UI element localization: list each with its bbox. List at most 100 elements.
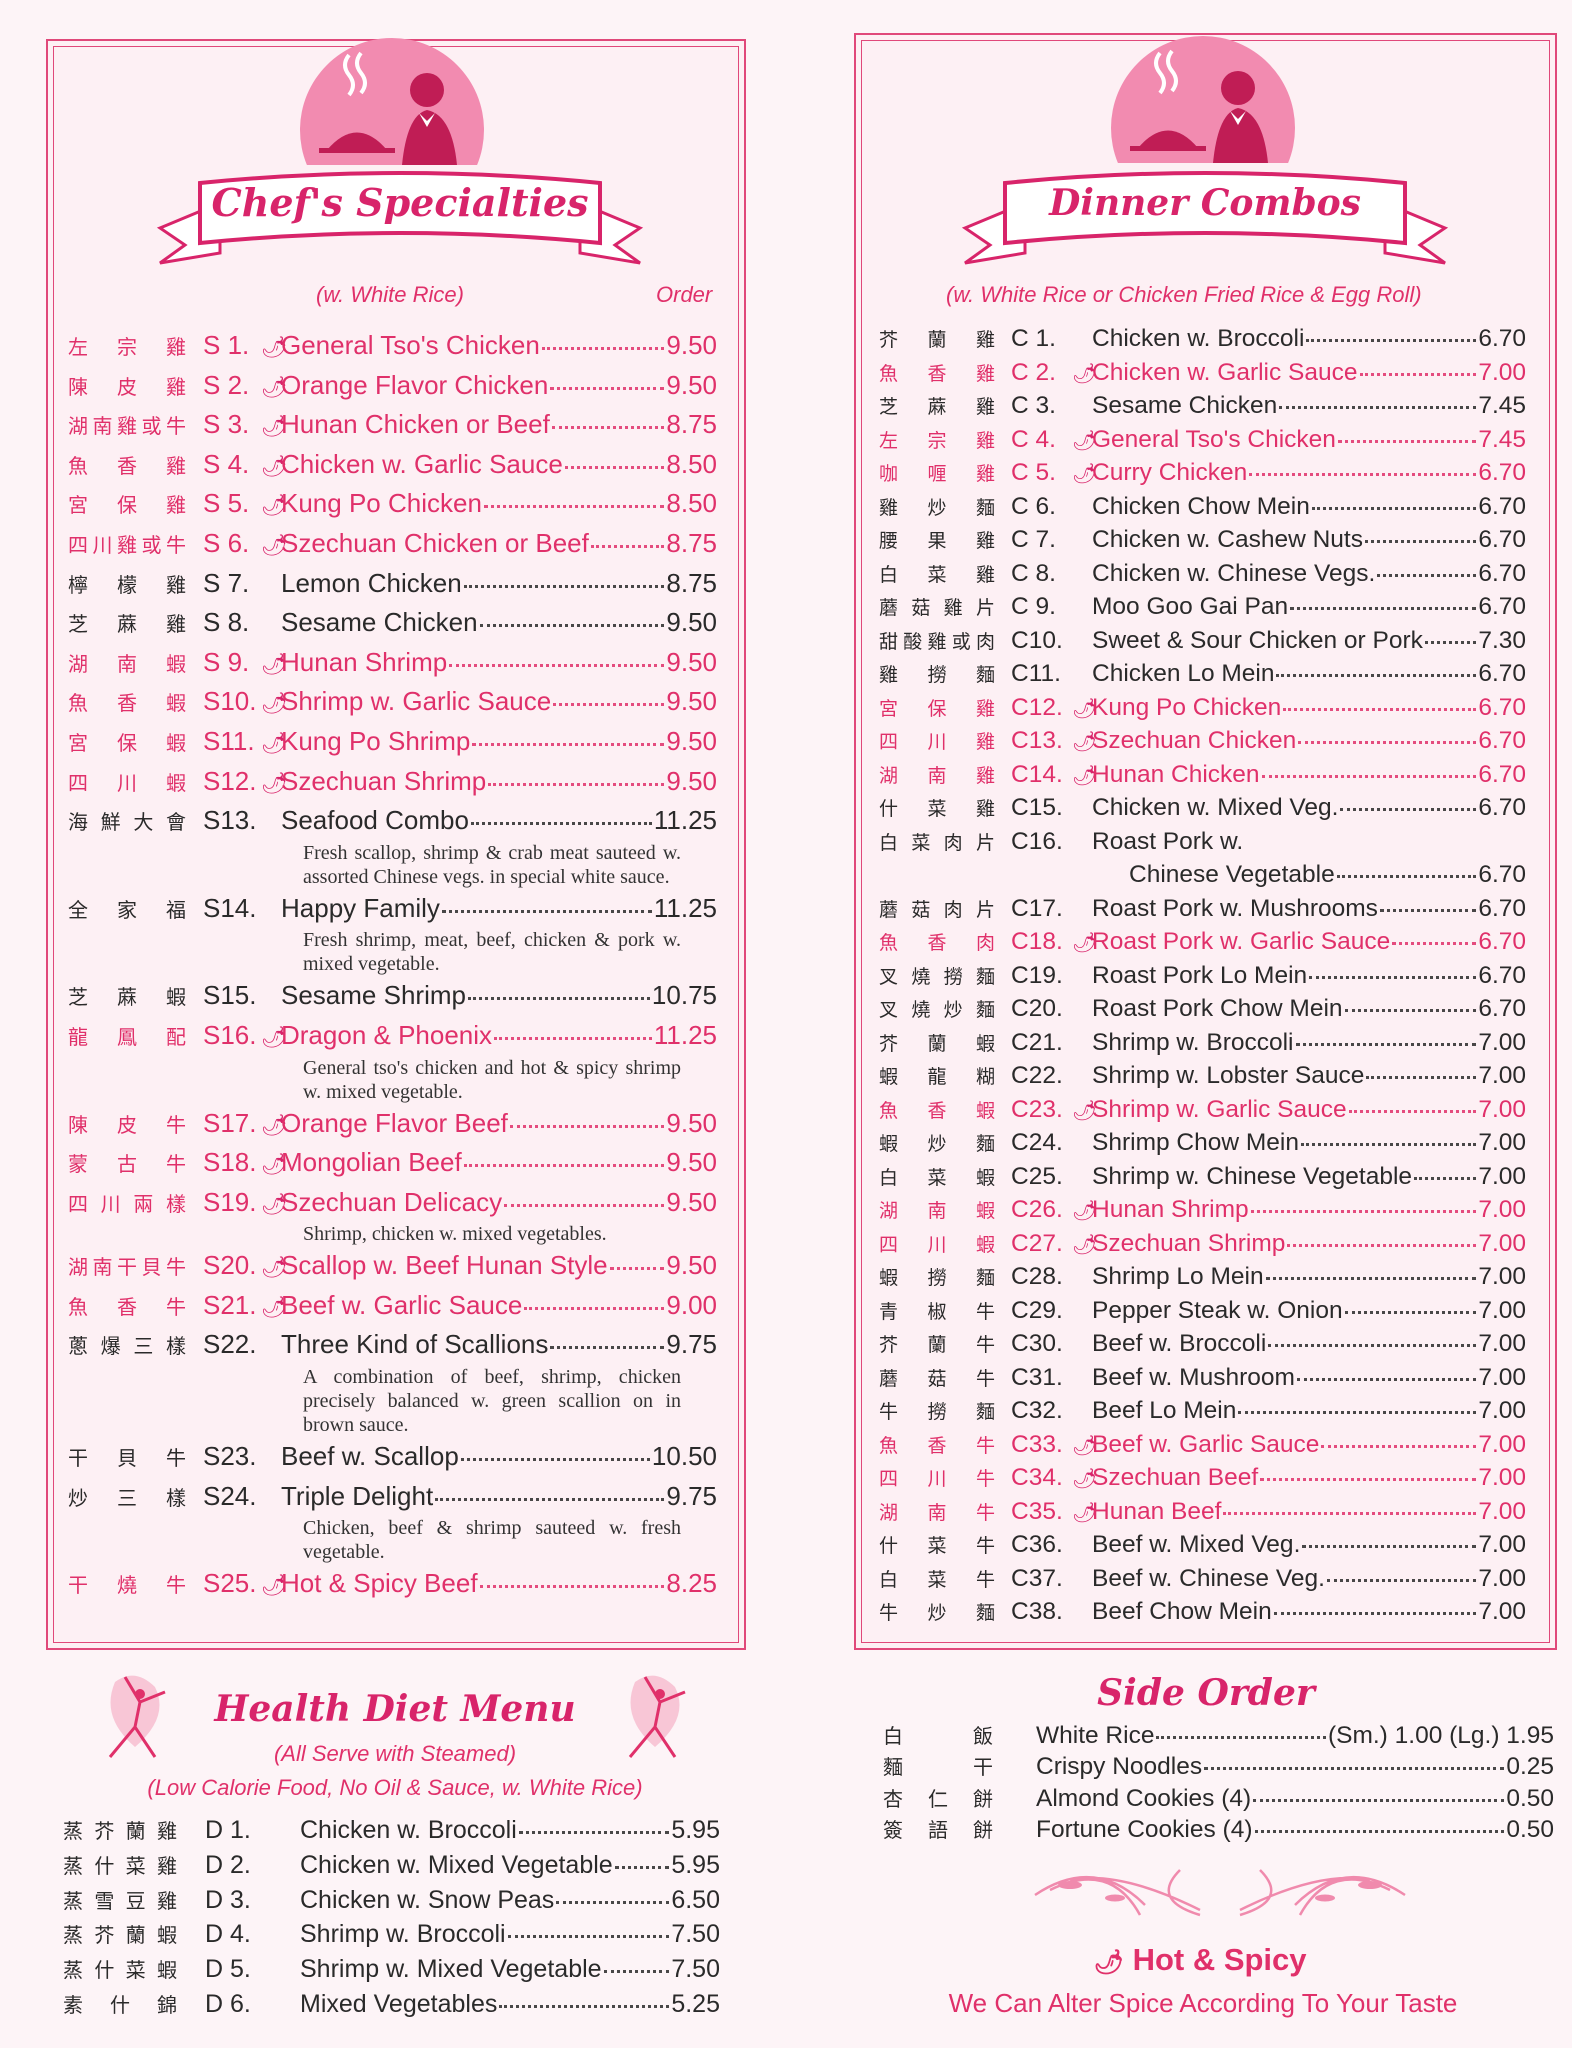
menu-item[interactable]: 全家福 S14. Happy Family 11.25 Fresh shrimp, me… bbox=[68, 889, 717, 977]
item-name: Roast Pork Chow Mein bbox=[1092, 995, 1343, 1022]
menu-item[interactable]: 蔥爆三樣 S22. Three Kind of Scallions 9.75 A com… bbox=[68, 1325, 717, 1437]
menu-item[interactable]: 白菜肉片 C16. Roast Pork w. Chinese Vegetable 6.… bbox=[879, 825, 1526, 892]
menu-item[interactable]: 湖南雞或牛 S 3. 🌶 Hunan Chicken or Beef 8.75 bbox=[68, 405, 717, 445]
menu-item[interactable]: 宮保蝦 S11. 🌶 Kung Po Shrimp 9.50 bbox=[68, 722, 717, 762]
menu-item[interactable]: 湖南干貝牛 S20. 🌶 Scallop w. Beef Hunan Style 9.5… bbox=[68, 1246, 717, 1286]
menu-item[interactable]: 杏仁餅 Almond Cookies (4) 0.50 bbox=[883, 1783, 1554, 1814]
menu-item[interactable]: 四川雞 C13. 🌶 Szechuan Chicken 6.70 bbox=[879, 724, 1526, 758]
menu-item-row: 咖喱雞 C 5. 🌶 Curry Chicken 6.70 bbox=[879, 456, 1526, 490]
item-price: 7.00 bbox=[1478, 1162, 1526, 1190]
menu-item[interactable]: 湖南蝦 S 9. 🌶 Hunan Shrimp 9.50 bbox=[68, 643, 717, 683]
menu-item[interactable]: 海鮮大會 S13. Seafood Combo 11.25 Fresh scallop,… bbox=[68, 801, 717, 889]
menu-item[interactable]: 簽語餅 Fortune Cookies (4) 0.50 bbox=[883, 1814, 1554, 1845]
chili-pepper-icon: 🌶 bbox=[261, 454, 288, 478]
menu-item[interactable]: 魚香蝦 S10. 🌶 Shrimp w. Garlic Sauce 9.50 bbox=[68, 682, 717, 722]
item-chinese-name: 白飯 bbox=[883, 1726, 995, 1748]
menu-item[interactable]: 魚香雞 S 4. 🌶 Chicken w. Garlic Sauce 8.50 bbox=[68, 445, 717, 485]
menu-item[interactable]: 蒙古牛 S18. 🌶 Mongolian Beef 9.50 bbox=[68, 1143, 717, 1183]
menu-item[interactable]: 蝦炒麵 C24. Shrimp Chow Mein 7.00 bbox=[879, 1126, 1526, 1160]
menu-item[interactable]: 蒸芥蘭雞 D 1. Chicken w. Broccoli 5.95 bbox=[63, 1813, 720, 1848]
menu-item[interactable]: 蝦龍糊 C22. Shrimp w. Lobster Sauce 7.00 bbox=[879, 1059, 1526, 1093]
item-code: S 6. bbox=[203, 527, 250, 558]
menu-item[interactable]: 魚香雞 C 2. 🌶 Chicken w. Garlic Sauce 7.00 bbox=[879, 356, 1526, 390]
menu-item[interactable]: 魚香肉 C18. 🌶 Roast Pork w. Garlic Sauce 6.70 bbox=[879, 925, 1526, 959]
menu-item[interactable]: 四川牛 C34. 🌶 Szechuan Beef 7.00 bbox=[879, 1461, 1526, 1495]
item-description: General tso's chicken and hot & spicy sh… bbox=[303, 1056, 681, 1103]
menu-item[interactable]: 咖喱雞 C 5. 🌶 Curry Chicken 6.70 bbox=[879, 456, 1526, 490]
menu-item[interactable]: 魚香牛 S21. 🌶 Beef w. Garlic Sauce 9.00 bbox=[68, 1286, 717, 1326]
dot-leader bbox=[479, 624, 665, 628]
menu-item-row: 魚香雞 C 2. 🌶 Chicken w. Garlic Sauce 7.00 bbox=[879, 356, 1526, 390]
menu-item[interactable]: 炒三樣 S24. Triple Delight 9.75 Chicken, beef &… bbox=[68, 1477, 717, 1565]
menu-item[interactable]: 陳皮牛 S17. 🌶 Orange Flavor Beef 9.50 bbox=[68, 1104, 717, 1144]
menu-item[interactable]: 湖南牛 C35. 🌶 Hunan Beef 7.00 bbox=[879, 1495, 1526, 1529]
menu-item[interactable]: 白菜雞 C 8. Chicken w. Chinese Vegs. 6.70 bbox=[879, 557, 1526, 591]
menu-item[interactable]: 四川兩樣 S19. 🌶 Szechuan Delicacy 9.50 Shrimp, ch… bbox=[68, 1183, 717, 1247]
menu-item-row: 湖南蝦 C26. 🌶 Hunan Shrimp 7.00 bbox=[879, 1193, 1526, 1227]
menu-item[interactable]: 左宗雞 C 4. 🌶 General Tso's Chicken 7.45 bbox=[879, 423, 1526, 457]
menu-item[interactable]: 什菜牛 C36. Beef w. Mixed Veg. 7.00 bbox=[879, 1528, 1526, 1562]
menu-item[interactable]: 青椒牛 C29. Pepper Steak w. Onion 7.00 bbox=[879, 1294, 1526, 1328]
menu-item[interactable]: 叉燒炒麵 C20. Roast Pork Chow Mein 6.70 bbox=[879, 992, 1526, 1026]
menu-item[interactable]: 白菜蝦 C25. Shrimp w. Chinese Vegetable 7.00 bbox=[879, 1160, 1526, 1194]
menu-item[interactable]: 陳皮雞 S 2. 🌶 Orange Flavor Chicken 9.50 bbox=[68, 366, 717, 406]
menu-item[interactable]: 宮保雞 S 5. 🌶 Kung Po Chicken 8.50 bbox=[68, 484, 717, 524]
menu-item[interactable]: 湖南雞 C14. 🌶 Hunan Chicken 6.70 bbox=[879, 758, 1526, 792]
menu-item[interactable]: 四川蝦 C27. 🌶 Szechuan Shrimp 7.00 bbox=[879, 1227, 1526, 1261]
menu-item[interactable]: 蘑菇肉片 C17. Roast Pork w. Mushrooms 6.70 bbox=[879, 892, 1526, 926]
menu-item[interactable]: 雞撈麵 C11. Chicken Lo Mein 6.70 bbox=[879, 657, 1526, 691]
menu-item[interactable]: 干燒牛 S25. 🌶 Hot & Spicy Beef 8.25 bbox=[68, 1564, 717, 1604]
menu-item-row: 陳皮雞 S 2. 🌶 Orange Flavor Chicken 9.50 bbox=[68, 366, 717, 406]
menu-item[interactable]: 蘑菇雞片 C 9. Moo Goo Gai Pan 6.70 bbox=[879, 590, 1526, 624]
menu-item[interactable]: 甜酸雞或肉 C10. Sweet & Sour Chicken or Pork 7.3… bbox=[879, 624, 1526, 658]
dot-leader bbox=[1273, 1612, 1477, 1615]
dot-leader bbox=[467, 997, 650, 1001]
menu-item[interactable]: 四川蝦 S12. 🌶 Szechuan Shrimp 9.50 bbox=[68, 762, 717, 802]
menu-item-row: 青椒牛 C29. Pepper Steak w. Onion 7.00 bbox=[879, 1294, 1526, 1328]
menu-item[interactable]: 魚香蝦 C23. 🌶 Shrimp w. Garlic Sauce 7.00 bbox=[879, 1093, 1526, 1127]
dot-leader bbox=[1337, 439, 1477, 443]
menu-item[interactable]: 芝蔴雞 C 3. Sesame Chicken 7.45 bbox=[879, 389, 1526, 423]
item-code: C 3. bbox=[1011, 392, 1056, 419]
menu-item[interactable]: 魚香牛 C33. 🌶 Beef w. Garlic Sauce 7.00 bbox=[879, 1428, 1526, 1462]
item-code: C21. bbox=[1011, 1028, 1063, 1056]
menu-item[interactable]: 白飯 White Rice (Sm.) 1.00 (Lg.) 1.95 bbox=[883, 1720, 1554, 1751]
menu-item[interactable]: 牛撈麵 C32. Beef Lo Mein 7.00 bbox=[879, 1394, 1526, 1428]
menu-item[interactable]: 腰果雞 C 7. Chicken w. Cashew Nuts 6.70 bbox=[879, 523, 1526, 557]
menu-item[interactable]: 芝蔴蝦 S15. Sesame Shrimp 10.75 bbox=[68, 976, 717, 1016]
item-chinese-name: 宮保蝦 bbox=[68, 732, 188, 755]
menu-item[interactable]: 蒸什菜蝦 D 5. Shrimp w. Mixed Vegetable 7.50 bbox=[63, 1952, 720, 1987]
menu-item[interactable]: 麵干 Crispy Noodles 0.25 bbox=[883, 1751, 1554, 1782]
menu-item[interactable]: 芥蘭蝦 C21. Shrimp w. Broccoli 7.00 bbox=[879, 1026, 1526, 1060]
item-price: 9.50 bbox=[666, 1250, 717, 1281]
menu-item[interactable]: 蒸芥蘭蝦 D 4. Shrimp w. Broccoli 7.50 bbox=[63, 1917, 720, 1952]
menu-item[interactable]: 芥蘭牛 C30. Beef w. Broccoli 7.00 bbox=[879, 1327, 1526, 1361]
chili-ornament-icon bbox=[1034, 1869, 1406, 1917]
menu-item[interactable]: 蝦撈麵 C28. Shrimp Lo Mein 7.00 bbox=[879, 1260, 1526, 1294]
menu-item[interactable]: 白菜牛 C37. Beef w. Chinese Veg. 7.00 bbox=[879, 1562, 1526, 1596]
menu-item[interactable]: 左宗雞 S 1. 🌶 General Tso's Chicken 9.50 bbox=[68, 326, 717, 366]
item-name: Chicken w. Cashew Nuts bbox=[1092, 526, 1363, 553]
dot-leader bbox=[1249, 473, 1477, 476]
menu-item[interactable]: 宮保雞 C12. 🌶 Kung Po Chicken 6.70 bbox=[879, 691, 1526, 725]
menu-item[interactable]: 雞炒麵 C 6. Chicken Chow Mein 6.70 bbox=[879, 490, 1526, 524]
menu-item[interactable]: 叉燒撈麵 C19. Roast Pork Lo Mein 6.70 bbox=[879, 959, 1526, 993]
menu-item[interactable]: 蘑菇牛 C31. Beef w. Mushroom 7.00 bbox=[879, 1361, 1526, 1395]
menu-item[interactable]: 蒸雪豆雞 D 3. Chicken w. Snow Peas 6.50 bbox=[63, 1883, 720, 1918]
menu-item[interactable]: 蒸什菜雞 D 2. Chicken w. Mixed Vegetable 5.95 bbox=[63, 1848, 720, 1883]
menu-item[interactable]: 四川雞或牛 S 6. 🌶 Szechuan Chicken or Beef 8.75 bbox=[68, 524, 717, 564]
menu-item[interactable]: 干貝牛 S23. Beef w. Scallop 10.50 bbox=[68, 1437, 717, 1477]
menu-item[interactable]: 湖南蝦 C26. 🌶 Hunan Shrimp 7.00 bbox=[879, 1193, 1526, 1227]
menu-item[interactable]: 芝蔴雞 S 8. Sesame Chicken 9.50 bbox=[68, 603, 717, 643]
menu-item[interactable]: 龍鳳配 S16. 🌶 Dragon & Phoenix 11.25 General tso… bbox=[68, 1016, 717, 1104]
item-code: D 3. bbox=[205, 1885, 251, 1914]
specialties-list: 左宗雞 S 1. 🌶 General Tso's Chicken 9.50 陳皮雞 S 2.… bbox=[68, 326, 717, 1604]
menu-item[interactable]: 牛炒麵 C38. Beef Chow Mein 7.00 bbox=[879, 1595, 1526, 1629]
menu-item[interactable]: 什菜雞 C15. Chicken w. Mixed Veg. 6.70 bbox=[879, 791, 1526, 825]
dot-leader bbox=[603, 1970, 670, 1974]
menu-item[interactable]: 素什錦 D 6. Mixed Vegetables 5.25 bbox=[63, 1987, 720, 2022]
dot-leader bbox=[1250, 1210, 1477, 1213]
dot-leader bbox=[1377, 573, 1477, 577]
menu-item[interactable]: 檸檬雞 S 7. Lemon Chicken 8.75 bbox=[68, 564, 717, 604]
menu-item[interactable]: 芥蘭雞 C 1. Chicken w. Broccoli 6.70 bbox=[879, 322, 1526, 356]
